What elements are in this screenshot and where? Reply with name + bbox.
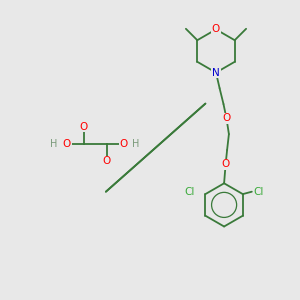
Text: O: O xyxy=(212,24,220,34)
Text: Cl: Cl xyxy=(184,187,195,197)
Text: N: N xyxy=(212,68,220,78)
Text: O: O xyxy=(62,139,71,149)
Text: O: O xyxy=(80,122,88,132)
Text: O: O xyxy=(222,113,231,124)
Text: Cl: Cl xyxy=(254,187,264,197)
Text: H: H xyxy=(132,139,140,149)
Text: H: H xyxy=(50,139,58,149)
Text: O: O xyxy=(102,156,111,167)
Text: O: O xyxy=(221,159,230,170)
Text: O: O xyxy=(120,139,128,149)
